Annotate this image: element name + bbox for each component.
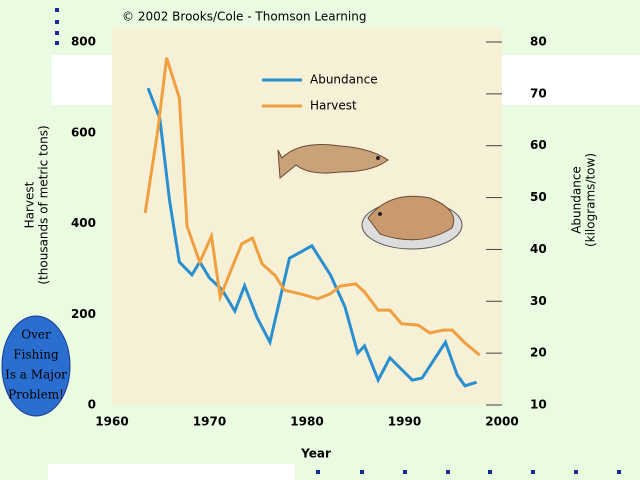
y2-tick-label: 60 bbox=[530, 138, 547, 152]
y2-axis-label: Abundance bbox=[570, 166, 584, 234]
y2-tick-label: 70 bbox=[530, 86, 547, 100]
y2-tick-label: 30 bbox=[530, 294, 547, 308]
x-tick-label: 1990 bbox=[388, 415, 421, 429]
series-line bbox=[143, 57, 481, 357]
y-axis-label: Harvest bbox=[23, 181, 37, 228]
bullets bbox=[55, 8, 621, 474]
y-tick-label: 0 bbox=[88, 398, 96, 412]
callout-text: Over bbox=[21, 328, 51, 342]
x-tick-label: 2000 bbox=[485, 415, 518, 429]
x-tick-label: 1980 bbox=[290, 415, 323, 429]
y2-tick-label: 40 bbox=[530, 242, 547, 256]
x-tick-label: 1970 bbox=[193, 415, 226, 429]
y-tick-label: 800 bbox=[71, 35, 96, 49]
callout bbox=[1, 315, 71, 417]
series-line bbox=[146, 87, 478, 388]
y2-tick-label: 10 bbox=[530, 398, 547, 412]
flounder bbox=[361, 195, 463, 250]
band bbox=[48, 464, 295, 480]
legend-label: Harvest bbox=[310, 99, 357, 113]
callout-text: Problem! bbox=[8, 388, 64, 402]
callout-text: Is a Major bbox=[5, 368, 67, 382]
y-tick-label: 400 bbox=[71, 216, 96, 230]
y2-axis-label: (kilograms/tow) bbox=[584, 153, 598, 247]
credit: © 2002 Brooks/Cole - Thomson Learning bbox=[122, 10, 366, 24]
y2-tick-label: 20 bbox=[530, 346, 547, 360]
y-tick-label: 600 bbox=[71, 125, 96, 139]
y-tick-label: 200 bbox=[71, 307, 96, 321]
x-tick-label: 1960 bbox=[95, 415, 128, 429]
legend-label: Abundance bbox=[310, 73, 378, 87]
x-axis-label: Year bbox=[300, 447, 331, 461]
y2-tick-label: 50 bbox=[530, 190, 547, 204]
callout-text: Fishing bbox=[13, 348, 59, 362]
y2-tick-label: 80 bbox=[530, 35, 547, 49]
y-axis-label: (thousands of metric tons) bbox=[37, 125, 51, 284]
cod bbox=[277, 144, 389, 179]
